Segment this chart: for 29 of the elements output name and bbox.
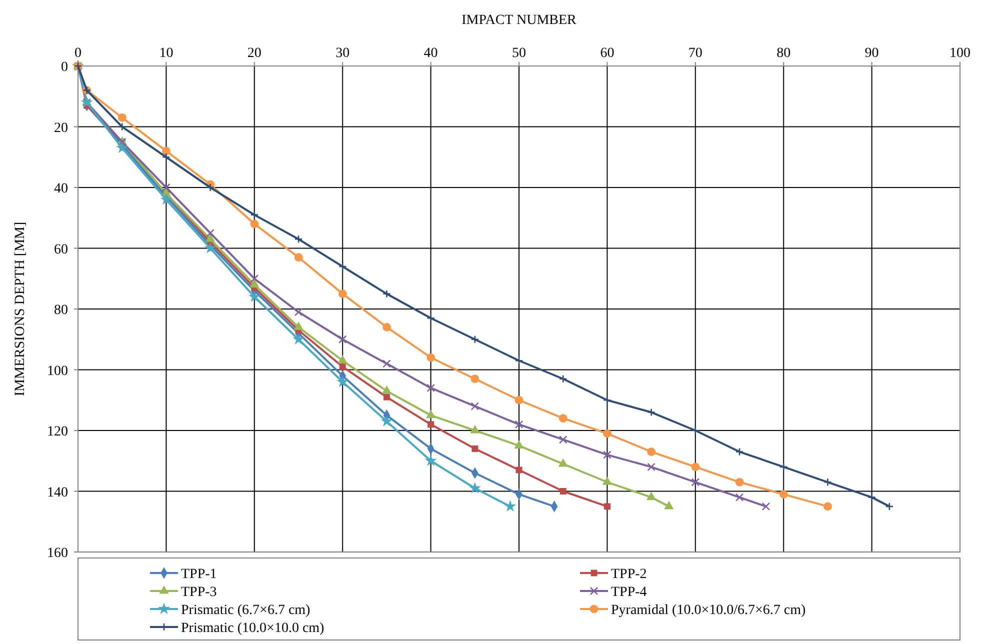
x-tick-label: 20	[247, 46, 262, 61]
y-tick-label: 60	[54, 242, 68, 258]
legend-label: Pyramidal (10.0×10.0/6.7×6.7 cm)	[611, 603, 806, 618]
legend-label: TPP-3	[181, 585, 217, 600]
x-tick-label: 90	[864, 46, 879, 61]
y-tick-label: 100	[47, 364, 68, 379]
y-axis-title: IMMERSIONS DEPTH [MM]	[13, 222, 28, 396]
x-tick-label: 60	[600, 46, 614, 61]
x-tick-label: 100	[950, 46, 970, 61]
y-tick-label: 40	[54, 182, 68, 196]
legend-label: TPP-4	[611, 585, 647, 600]
y-tick-label: 0	[61, 60, 68, 75]
y-tick-label: 140	[47, 485, 68, 500]
x-tick-label: 30	[336, 46, 350, 61]
x-tick-label: 40	[424, 46, 438, 61]
y-tick-label: 80	[54, 303, 68, 318]
y-tick-label: 160	[47, 546, 68, 561]
x-tick-label: 10	[159, 46, 174, 61]
legend-label: Prismatic (6.7×6.7 cm)	[181, 603, 311, 618]
y-tick-label: 20	[54, 120, 68, 136]
legend-label: TPP-2	[611, 567, 647, 582]
x-tick-label: 0	[74, 46, 82, 61]
x-tick-label: 50	[512, 46, 526, 61]
y-tick-label: 120	[47, 424, 68, 440]
x-axis-title: IMPACT NUMBER	[462, 13, 578, 28]
legend-label: Prismatic (10.0×10.0 cm)	[181, 621, 325, 636]
x-tick-label: 80	[776, 46, 791, 61]
legend-label: TPP-1	[181, 567, 217, 582]
x-tick-label: 70	[688, 46, 702, 61]
